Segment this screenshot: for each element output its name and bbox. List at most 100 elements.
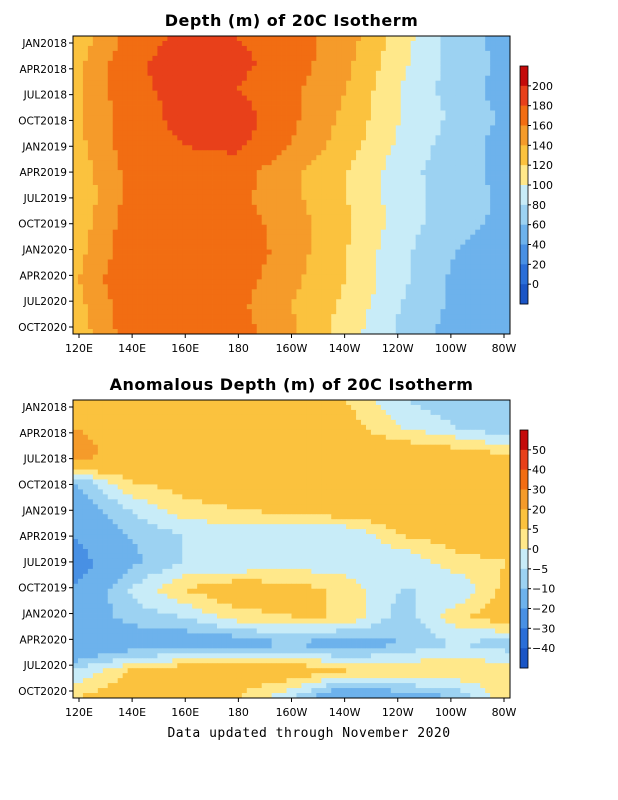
heatmap-cell	[465, 170, 471, 176]
heatmap-cell	[172, 105, 178, 111]
heatmap-cell	[435, 155, 441, 161]
heatmap-cell	[202, 279, 208, 285]
heatmap-cell	[286, 234, 292, 241]
heatmap-cell	[450, 80, 456, 87]
heatmap-cell	[365, 110, 372, 116]
heatmap-cell	[301, 125, 307, 131]
heatmap-cell	[450, 50, 456, 57]
heatmap-cell	[132, 90, 138, 96]
heatmap-cell	[92, 145, 99, 151]
heatmap-cell	[217, 75, 223, 82]
heatmap-cell	[122, 219, 129, 226]
heatmap-cell	[470, 110, 476, 116]
heatmap-cell	[241, 234, 248, 241]
heatmap-cell	[351, 194, 357, 201]
heatmap-cell	[77, 170, 84, 176]
heatmap-cell	[385, 50, 392, 57]
heatmap-cell	[450, 274, 456, 280]
heatmap-cell	[400, 229, 407, 236]
heatmap-cell	[505, 95, 511, 101]
heatmap-cell	[207, 135, 213, 141]
heatmap-cell	[495, 269, 501, 275]
heatmap-cell	[162, 120, 168, 126]
heatmap-cell	[365, 55, 372, 62]
heatmap-cell	[475, 75, 481, 82]
heatmap-cell	[157, 259, 163, 265]
heatmap-cell	[410, 80, 417, 87]
heatmap-cell	[157, 194, 163, 201]
heatmap-cell	[306, 155, 312, 161]
heatmap-cell	[177, 239, 183, 245]
heatmap-cell	[380, 100, 387, 106]
heatmap-cell	[370, 244, 377, 250]
heatmap-cell	[281, 95, 287, 101]
heatmap-cell	[475, 189, 481, 196]
heatmap-cell	[132, 214, 138, 221]
heatmap-cell	[465, 229, 471, 236]
heatmap-cell	[172, 45, 178, 52]
heatmap-cell	[465, 160, 471, 166]
heatmap-cell	[246, 314, 253, 320]
heatmap-cell	[82, 40, 89, 47]
heatmap-cell	[336, 120, 342, 126]
heatmap-cell	[271, 289, 278, 295]
heatmap-cell	[77, 145, 84, 151]
heatmap-cell	[415, 120, 422, 126]
heatmap-cell	[405, 185, 412, 191]
heatmap-cell	[212, 254, 218, 260]
heatmap-cell	[182, 90, 188, 96]
heatmap-cell	[122, 175, 129, 181]
heatmap-cell	[152, 40, 158, 47]
heatmap-cell	[87, 170, 94, 176]
heatmap-cell	[236, 105, 243, 111]
heatmap-cell	[490, 115, 496, 121]
heatmap-cell	[410, 75, 417, 82]
heatmap-cell	[435, 239, 441, 245]
heatmap-cell	[346, 135, 352, 141]
heatmap-cell	[182, 274, 188, 280]
heatmap-cell	[152, 269, 158, 275]
heatmap-cell	[87, 299, 94, 305]
heatmap-cell	[395, 115, 402, 121]
heatmap-cell	[281, 214, 287, 221]
heatmap-cell	[331, 45, 337, 52]
heatmap-cell	[142, 224, 148, 231]
heatmap-cell	[77, 115, 84, 121]
heatmap-cell	[395, 249, 402, 255]
heatmap-cell	[142, 110, 148, 116]
heatmap-cell	[410, 60, 417, 67]
heatmap-cell	[77, 140, 84, 146]
heatmap-cell	[192, 249, 198, 255]
heatmap-cell	[361, 180, 367, 186]
heatmap-cell	[97, 209, 104, 216]
heatmap-cell	[331, 110, 337, 116]
heatmap-cell	[286, 130, 292, 136]
heatmap-cell	[97, 110, 104, 116]
heatmap-cell	[271, 189, 278, 196]
heatmap-cell	[341, 224, 347, 231]
heatmap-cell	[192, 115, 198, 121]
heatmap-cell	[490, 299, 496, 305]
heatmap-cell	[251, 50, 258, 57]
heatmap-cell	[291, 274, 297, 280]
heatmap-cell	[217, 294, 223, 300]
heatmap-cell	[286, 110, 292, 116]
heatmap-cell	[202, 274, 208, 280]
heatmap-cell	[197, 194, 203, 201]
heatmap-cell	[326, 239, 332, 245]
heatmap-cell	[112, 110, 119, 116]
heatmap-cell	[281, 165, 287, 171]
heatmap-cell	[107, 65, 114, 72]
heatmap-cell	[455, 185, 461, 191]
heatmap-cell	[356, 279, 362, 285]
heatmap-cell	[251, 224, 258, 231]
heatmap-cell	[82, 180, 89, 186]
heatmap-cell	[276, 160, 282, 166]
heatmap-cell	[311, 125, 317, 131]
heatmap-cell	[167, 189, 173, 196]
heatmap-cell	[286, 299, 292, 305]
heatmap-cell	[187, 219, 193, 226]
heatmap-cell	[107, 165, 114, 171]
heatmap-cell	[505, 115, 511, 121]
heatmap-cell	[361, 175, 367, 181]
